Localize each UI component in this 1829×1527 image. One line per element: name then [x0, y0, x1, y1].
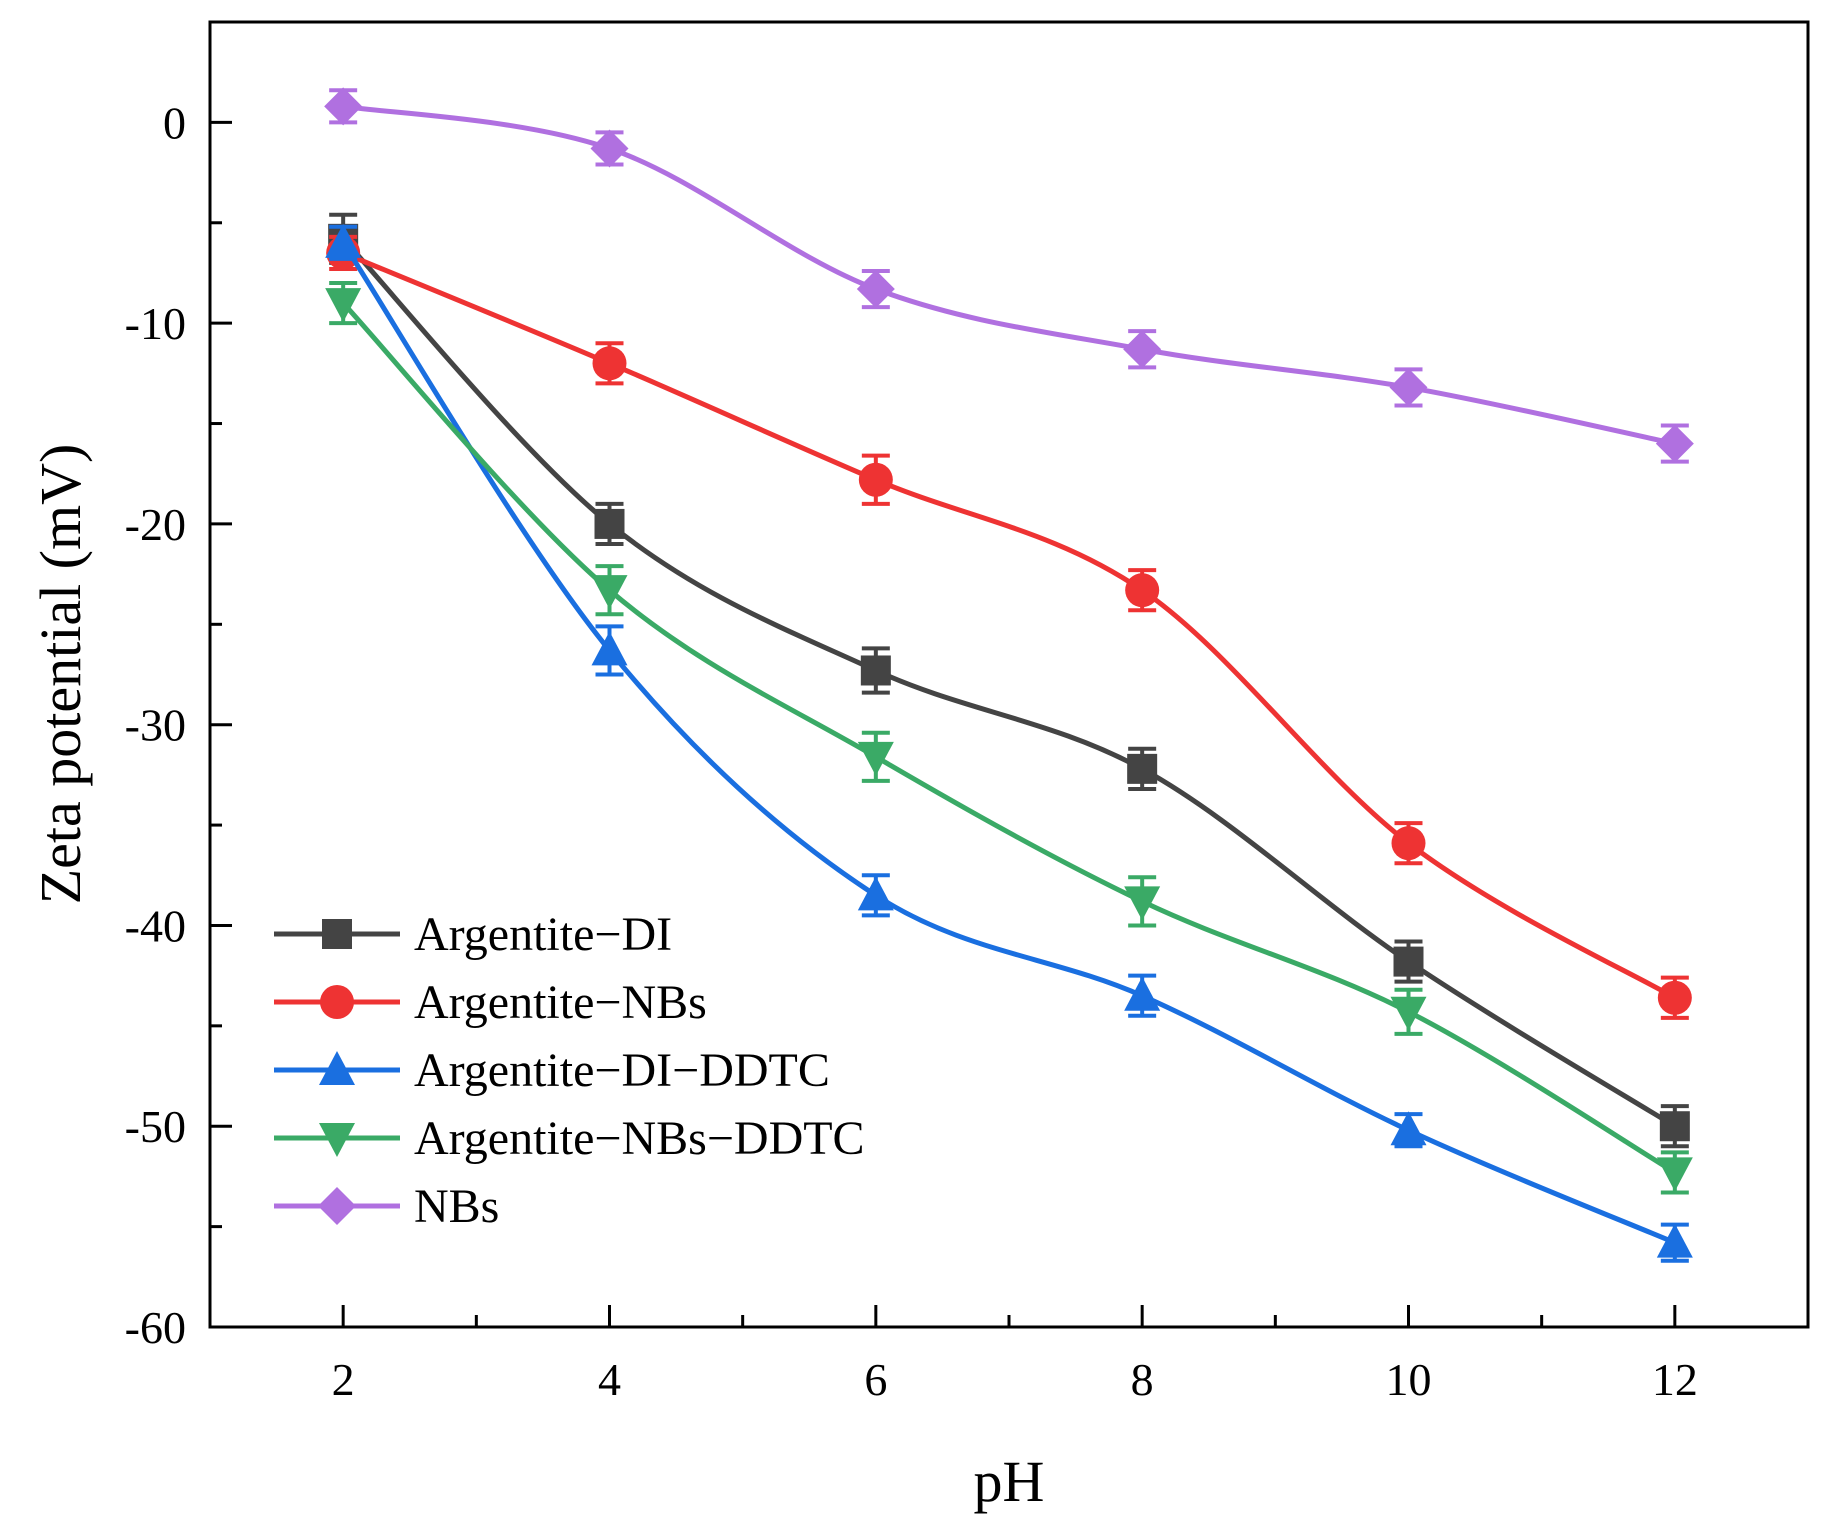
series-4 — [324, 87, 1694, 464]
legend-label: Argentite−DI−DDTC — [414, 1044, 830, 1097]
data-point — [1123, 330, 1162, 369]
data-point — [592, 346, 627, 381]
x-tick-label: 8 — [1131, 1354, 1154, 1405]
data-point — [856, 270, 895, 309]
series-line — [342, 250, 1677, 1000]
series-layer — [324, 87, 1694, 1263]
legend-marker — [319, 1123, 355, 1157]
data-point — [1125, 573, 1160, 608]
legend-label: Argentite−NBs — [414, 976, 707, 1029]
data-point — [857, 876, 894, 911]
data-point — [1659, 1111, 1690, 1142]
data-point — [1389, 368, 1428, 407]
x-tick-label: 2 — [332, 1354, 355, 1405]
legend-item: Argentite−DI — [274, 908, 672, 961]
data-point — [591, 631, 628, 666]
data-point — [1390, 996, 1427, 1031]
data-point — [1657, 980, 1692, 1015]
series-1 — [326, 234, 1692, 1020]
data-point — [1391, 826, 1426, 861]
series-line — [341, 301, 1677, 1175]
series-line — [341, 237, 1677, 1129]
data-point — [325, 288, 362, 323]
data-point — [860, 655, 891, 686]
legend-item: Argentite−NBs — [274, 976, 707, 1029]
y-tick-label: -60 — [125, 1302, 186, 1353]
data-point — [594, 508, 625, 539]
x-axis: 2 4 6 8 10 12 — [332, 1305, 1698, 1405]
legend: Argentite−DI Argentite−NBs Argentite−DI−DD… — [274, 908, 865, 1233]
y-axis: 0 -10 -20 -30 -40 -50 -60 — [125, 97, 232, 1353]
legend-marker — [320, 985, 354, 1019]
series-line — [341, 241, 1676, 1245]
legend-label: Argentite−NBs−DDTC — [414, 1112, 865, 1165]
series-2 — [325, 223, 1693, 1263]
x-tick-label: 10 — [1386, 1354, 1432, 1405]
data-point — [1393, 946, 1424, 977]
y-tick-label: 0 — [163, 97, 186, 148]
y-tick-label: -50 — [125, 1101, 186, 1152]
data-point — [1655, 424, 1694, 463]
data-point — [325, 223, 362, 258]
x-axis-title: pH — [974, 1449, 1045, 1514]
legend-item: Argentite−NBs−DDTC — [274, 1112, 865, 1165]
y-tick-label: -30 — [125, 700, 186, 751]
data-point — [590, 129, 629, 168]
data-point — [1127, 753, 1158, 784]
data-point — [591, 575, 628, 610]
data-point — [1124, 976, 1161, 1011]
data-point — [1390, 1111, 1427, 1146]
legend-marker — [318, 1187, 356, 1225]
legend-label: NBs — [414, 1180, 499, 1233]
series-3 — [325, 281, 1693, 1195]
x-tick-label: 6 — [864, 1354, 887, 1405]
data-point — [857, 741, 894, 776]
y-tick-label: -40 — [125, 900, 186, 951]
series-line — [342, 103, 1676, 447]
legend-item: Argentite−DI−DDTC — [274, 1044, 830, 1097]
legend-marker — [319, 1051, 355, 1085]
y-tick-label: -20 — [125, 499, 186, 550]
y-axis-title: Zeta potential (mV) — [28, 444, 93, 905]
legend-item: NBs — [274, 1180, 499, 1233]
data-point — [1656, 1157, 1693, 1192]
data-point — [324, 87, 363, 126]
legend-label: Argentite−DI — [414, 908, 672, 961]
x-tick-label: 4 — [598, 1354, 621, 1405]
x-tick-label: 12 — [1652, 1354, 1698, 1405]
data-point — [1656, 1223, 1693, 1258]
legend-marker — [322, 919, 352, 949]
data-point — [858, 462, 893, 497]
data-point — [1124, 886, 1161, 921]
y-tick-label: -10 — [125, 298, 186, 349]
